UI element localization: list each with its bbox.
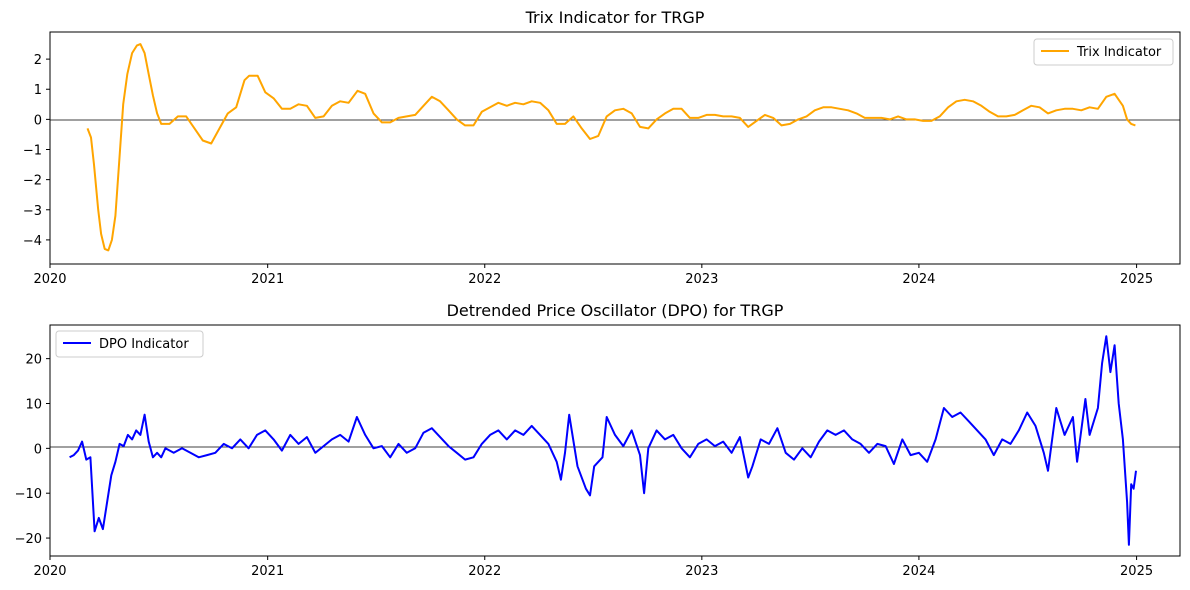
trix-legend-label: Trix Indicator <box>1076 45 1162 60</box>
trix-x-tick-label: 2022 <box>468 272 501 287</box>
dpo-x-tick-label: 2020 <box>33 564 66 579</box>
trix-x-tick-label: 2020 <box>33 272 66 287</box>
dpo-x-tick-label: 2021 <box>251 564 284 579</box>
trix-y-tick-label: −4 <box>23 234 42 249</box>
trix-legend: Trix Indicator <box>1033 38 1174 66</box>
dpo-y-tick-label: 20 <box>25 353 42 368</box>
dpo-y-tick-label: −20 <box>15 532 42 547</box>
dpo-x-tick-label: 2022 <box>468 564 501 579</box>
dpo-legend: DPO Indicator <box>55 330 204 358</box>
trix-y-tick-label: 0 <box>34 113 42 128</box>
trix-x-tick-label: 2025 <box>1120 272 1153 287</box>
trix-y-tick-label: 1 <box>34 83 42 98</box>
dpo-y-tick-label: −10 <box>15 487 42 502</box>
dpo-y-tick-label: 0 <box>34 442 42 457</box>
dpo-legend-label: DPO Indicator <box>99 337 189 352</box>
trix-chart-title: Trix Indicator for TRGP <box>525 8 705 27</box>
dpo-panel: Detrended Price Oscillator (DPO) for TRG… <box>15 301 1181 579</box>
dpo-x-tick-label: 2025 <box>1120 564 1153 579</box>
trix-legend-box <box>1033 38 1174 66</box>
dpo-x-tick-label: 2024 <box>902 564 935 579</box>
trix-x-tick-label: 2023 <box>685 272 718 287</box>
trix-y-tick-label: −2 <box>23 174 42 189</box>
dpo-axes-frame <box>49 324 1181 557</box>
trix-x-tick-label: 2021 <box>251 272 284 287</box>
trix-y-tick-label: −1 <box>23 144 42 159</box>
dpo-series-line <box>69 335 1137 546</box>
trix-y-tick-label: 2 <box>34 53 42 68</box>
trix-x-tick-label: 2024 <box>902 272 935 287</box>
dpo-y-tick-label: 10 <box>25 397 42 412</box>
dpo-legend-box <box>55 330 204 358</box>
dpo-chart-title: Detrended Price Oscillator (DPO) for TRG… <box>447 301 784 320</box>
dpo-x-tick-label: 2023 <box>685 564 718 579</box>
trix-ticks: 2020 2021 2022 2023 2024 2025 −4 −3 −2 −1 0 1 2 <box>23 53 1153 287</box>
trix-axes-frame <box>49 31 1181 265</box>
trix-panel: Trix Indicator for TRGP 2020 2021 2022 2023… <box>23 8 1181 287</box>
trix-y-tick-label: −3 <box>23 204 42 219</box>
trix-series-line <box>86 43 1136 252</box>
dpo-ticks: 2020 2021 2022 2023 2024 2025 −20 −10 0 10 20 <box>15 353 1154 579</box>
